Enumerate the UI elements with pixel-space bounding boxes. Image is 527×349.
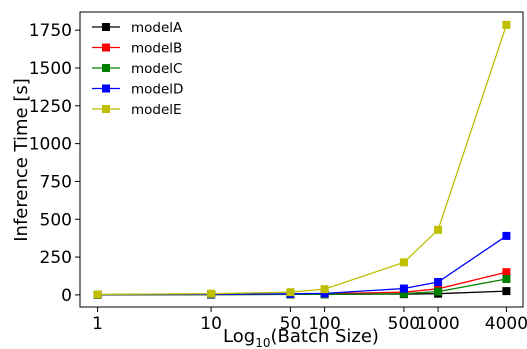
y-tick-label: 1250 bbox=[29, 97, 72, 117]
series-layer bbox=[93, 20, 511, 299]
data-point bbox=[320, 285, 329, 294]
legend-label: modelD bbox=[131, 82, 183, 98]
data-point bbox=[399, 258, 408, 267]
x-tick-label: 100 bbox=[308, 314, 340, 334]
y-tick-label: 1500 bbox=[29, 59, 72, 79]
y-tick-label: 500 bbox=[40, 210, 72, 230]
series-modelE bbox=[93, 20, 511, 299]
data-point bbox=[502, 287, 511, 296]
legend-label: modelA bbox=[131, 20, 183, 36]
legend-marker bbox=[102, 105, 110, 113]
legend-item: modelE bbox=[92, 102, 182, 118]
y-tick-label: 0 bbox=[61, 286, 72, 306]
legend-item: modelB bbox=[92, 41, 182, 57]
x-tick-label: 10 bbox=[200, 314, 222, 334]
data-point bbox=[502, 268, 511, 277]
legend-label: modelC bbox=[131, 61, 182, 77]
data-point bbox=[502, 275, 511, 284]
data-point bbox=[399, 284, 408, 293]
legend-marker bbox=[102, 64, 110, 72]
legend-item: modelC bbox=[92, 61, 182, 77]
x-tick-label: 50 bbox=[280, 314, 302, 334]
x-tick-label: 4000 bbox=[485, 314, 527, 334]
legend-marker bbox=[102, 23, 110, 31]
y-tick-label: 1000 bbox=[29, 135, 72, 155]
legend-label: modelB bbox=[131, 41, 182, 57]
data-point bbox=[434, 287, 443, 296]
data-point bbox=[207, 289, 216, 298]
x-tick-label: 1000 bbox=[416, 314, 459, 334]
legend-item: modelA bbox=[92, 20, 183, 36]
x-axis-title-subscript: 10 bbox=[255, 336, 270, 349]
plot-area bbox=[79, 11, 524, 308]
data-point bbox=[320, 289, 329, 298]
legend-marker bbox=[102, 84, 110, 93]
data-point bbox=[399, 289, 408, 298]
y-tick-label: 750 bbox=[40, 172, 72, 192]
y-axis: 0 250 500 750 1000 1250 1500 1750 bbox=[29, 21, 80, 306]
data-point bbox=[93, 290, 102, 299]
x-axis-title-main: Log bbox=[223, 326, 255, 347]
data-point bbox=[286, 288, 295, 297]
y-tick-label: 250 bbox=[40, 248, 72, 268]
x-axis-title-suffix: (Batch Size) bbox=[270, 326, 378, 347]
x-tick-label: 500 bbox=[388, 314, 420, 334]
y-axis-title: Inference Time [s] bbox=[11, 78, 32, 242]
legend-label: modelE bbox=[131, 102, 182, 118]
legend-marker bbox=[102, 43, 110, 52]
legend-item: modelD bbox=[92, 82, 183, 98]
data-point bbox=[434, 278, 443, 287]
x-tick-label: 1 bbox=[92, 314, 103, 334]
y-tick-label: 1750 bbox=[29, 21, 72, 41]
data-point bbox=[502, 231, 511, 240]
data-point bbox=[434, 225, 443, 234]
data-point bbox=[502, 20, 511, 29]
legend: modelA modelB modelC modelD modelE bbox=[92, 20, 183, 118]
x-axis-title: Log10(Batch Size) bbox=[223, 326, 379, 349]
